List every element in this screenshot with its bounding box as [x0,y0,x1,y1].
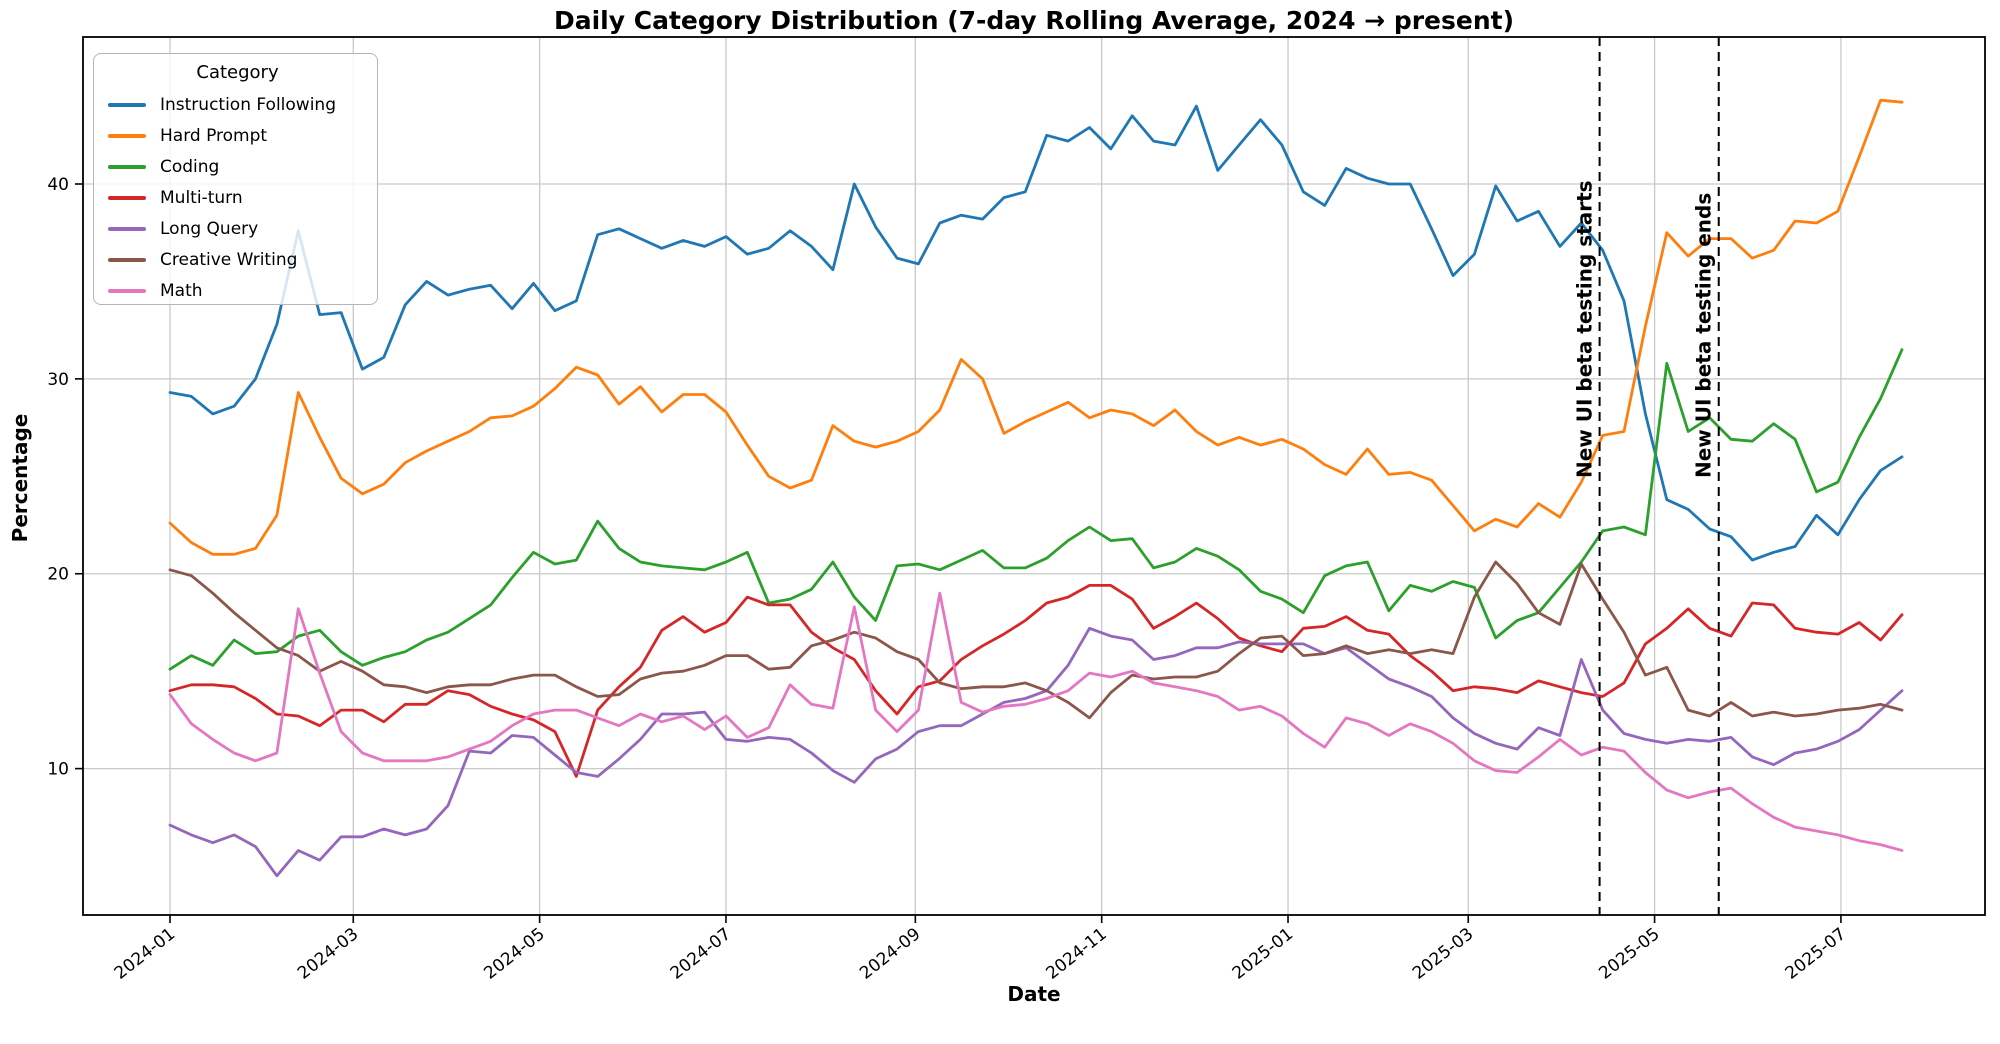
legend-label: Instruction Following [160,94,337,115]
series-line-coding [168,348,1904,671]
legend-label: Multi-turn [160,187,243,208]
legend-item: Multi-turn [108,182,367,213]
legend-label: Hard Prompt [160,125,268,146]
legend-swatch-icon [108,288,146,293]
y-tick-label: 10 [47,760,69,780]
legend-item: Coding [108,151,367,182]
legend-item: Long Query [108,213,367,244]
y-axis-label: Percentage [8,413,32,543]
x-tick-label: 2025-07 [1782,924,1850,983]
legend-item: Math [108,275,367,306]
x-tick-label: 2024-09 [856,924,924,983]
series-line-hard-prompt [168,98,1904,556]
series-line-math [168,591,1904,852]
legend-label: Long Query [160,218,259,239]
legend-swatch-icon [108,257,146,262]
legend-item: Instruction Following [108,89,367,120]
chart-title: Daily Category Distribution (7-day Rolli… [553,6,1515,35]
x-tick-label: 2024-03 [294,924,362,983]
legend-item: Creative Writing [108,244,367,275]
x-tick-label: 2025-01 [1229,924,1297,983]
legend-label: Math [160,280,203,301]
legend-swatch-icon [108,195,146,200]
x-tick-label: 2024-05 [480,924,548,983]
legend-swatch-icon [108,164,146,169]
x-tick-label: 2024-01 [111,924,179,983]
legend-label: Creative Writing [160,249,298,270]
y-tick-label: 40 [47,175,69,195]
legend-swatch-icon [108,133,146,138]
legend-item: Hard Prompt [108,120,367,151]
legend-swatch-icon [108,102,146,107]
series-line-creative-writing [168,560,1904,720]
series-line-multi-turn [168,584,1904,778]
series-group [168,98,1904,878]
x-tick-label: 2024-07 [667,924,735,983]
y-tick-label: 20 [47,565,69,585]
legend-box: Category Instruction Following Hard Promp… [93,53,378,305]
annotation-text: New UI beta testing starts [1573,180,1597,478]
series-line-long-query [168,626,1904,878]
annotation-text: New UI beta testing ends [1692,193,1716,478]
x-tick-label: 2025-05 [1595,924,1663,983]
legend-swatch-icon [108,226,146,231]
legend-label: Coding [160,156,220,177]
x-axis-label: Date [1007,982,1061,1006]
series-line-instruction-following [168,104,1904,562]
legend-title: Category [196,62,279,83]
y-tick-label: 30 [47,370,69,390]
x-tick-label: 2025-03 [1409,924,1477,983]
x-tick-label: 2024-11 [1042,924,1110,983]
axes-spines [82,36,1986,916]
